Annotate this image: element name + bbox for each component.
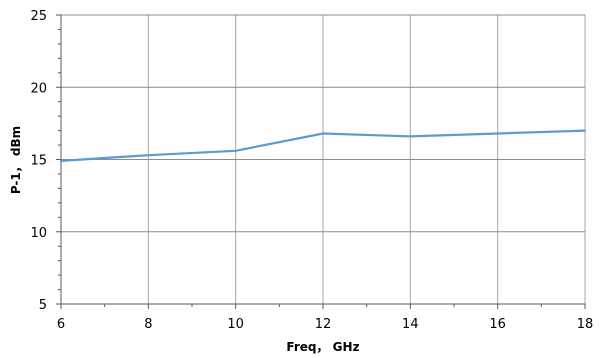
y-axis-title: P-1， dBm <box>9 126 23 194</box>
series-line <box>59 129 587 162</box>
grid-lines <box>61 14 586 304</box>
x-tick-label: 14 <box>402 317 419 332</box>
x-tick-label: 16 <box>489 317 506 332</box>
x-tick-label: 8 <box>144 317 152 332</box>
y-tick-label: 10 <box>30 226 47 241</box>
y-tick-label: 20 <box>30 81 47 96</box>
y-tick-label: 25 <box>30 9 47 24</box>
y-tick-label: 5 <box>39 298 47 313</box>
x-tick-label: 18 <box>577 317 594 332</box>
y-tick-label: 15 <box>30 154 47 169</box>
x-tick-label: 12 <box>315 317 332 332</box>
series-lines <box>59 129 587 162</box>
x-axis-title: Freq， GHz <box>286 340 359 354</box>
tick-labels: 5 10 15 20 25 6 8 10 12 14 16 18 <box>30 9 593 332</box>
x-tick-label: 6 <box>57 317 65 332</box>
x-tick-label: 10 <box>227 317 244 332</box>
axes <box>56 14 586 309</box>
